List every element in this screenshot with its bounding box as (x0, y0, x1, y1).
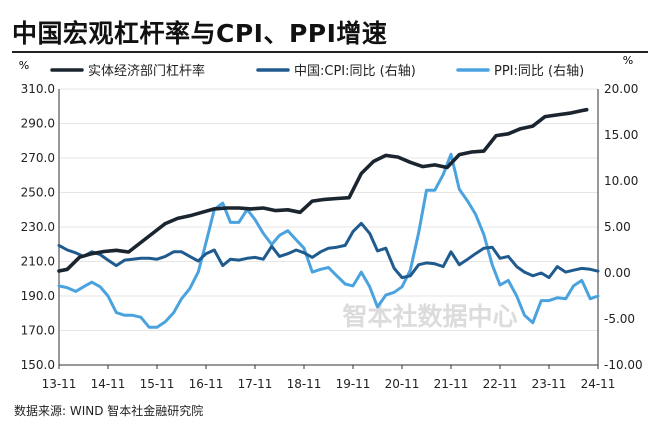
left-tick-label: 270.0 (21, 151, 55, 165)
x-tick-label: 23-11 (532, 377, 567, 391)
right-axis: -10.00 -5.00 0.00 5.00 10.00 15.00 20.00 (597, 82, 643, 372)
right-axis-unit: % (623, 54, 633, 67)
left-axis-unit: % (19, 59, 29, 72)
right-tick-label: 10.00 (604, 174, 638, 188)
legend-label-ppi: PPI:同比 (右轴) (494, 64, 584, 79)
legend-label-leverage: 实体经济部门杠杆率 (88, 63, 205, 79)
legend: 实体经济部门杠杆率 中国:CPI:同比 (右轴) PPI:同比 (右轴) (50, 63, 584, 79)
x-tick-label: 20-11 (385, 377, 420, 391)
series-line-ppi (57, 152, 600, 329)
x-tick-label: 15-11 (140, 377, 175, 391)
series-line-leverage (57, 107, 589, 273)
chart-title: 中国宏观杠杆率与CPI、PPI增速 (12, 19, 388, 48)
left-tick-label: 230.0 (21, 220, 55, 234)
right-tick-label: 20.00 (604, 82, 638, 96)
right-tick-label: 15.00 (604, 128, 638, 142)
title-divider (12, 51, 648, 53)
x-tick-label: 24-11 (581, 377, 616, 391)
left-tick-label: 190.0 (21, 289, 55, 303)
right-tick-label: -5.00 (604, 312, 635, 326)
right-tick-label: 5.00 (604, 220, 631, 234)
left-tick-label: 150.0 (21, 358, 55, 372)
left-tick-label: 210.0 (21, 255, 55, 269)
left-tick-label: 250.0 (21, 186, 55, 200)
left-tick-label: 170.0 (21, 324, 55, 338)
watermark: 智本社数据中心 (342, 302, 517, 331)
x-tick-label: 16-11 (189, 377, 224, 391)
data-source-footer: 数据来源: WIND 智本社金融研究院 (14, 404, 204, 418)
left-tick-label: 290.0 (21, 117, 55, 131)
left-axis: 150.0 170.0 190.0 210.0 230.0 250.0 270.0 290.0… (21, 82, 60, 372)
legend-label-cpi: 中国:CPI:同比 (右轴) (294, 64, 416, 79)
x-tick-label: 22-11 (483, 377, 518, 391)
x-tick-label: 17-11 (238, 377, 273, 391)
x-tick-label: 18-11 (287, 377, 322, 391)
left-tick-label: 310.0 (21, 82, 55, 96)
series-lines (57, 107, 600, 329)
right-tick-label: 0.00 (604, 266, 631, 280)
right-tick-label: -10.00 (604, 358, 643, 372)
x-tick-label: 14-11 (91, 377, 126, 391)
x-tick-label: 19-11 (336, 377, 371, 391)
x-axis: 13-11 14-11 15-11 16-11 17-11 18-11 19-11 20-11… (42, 364, 616, 391)
x-tick-label: 13-11 (42, 377, 77, 391)
series-line-cpi (57, 221, 600, 280)
x-tick-label: 21-11 (434, 377, 469, 391)
